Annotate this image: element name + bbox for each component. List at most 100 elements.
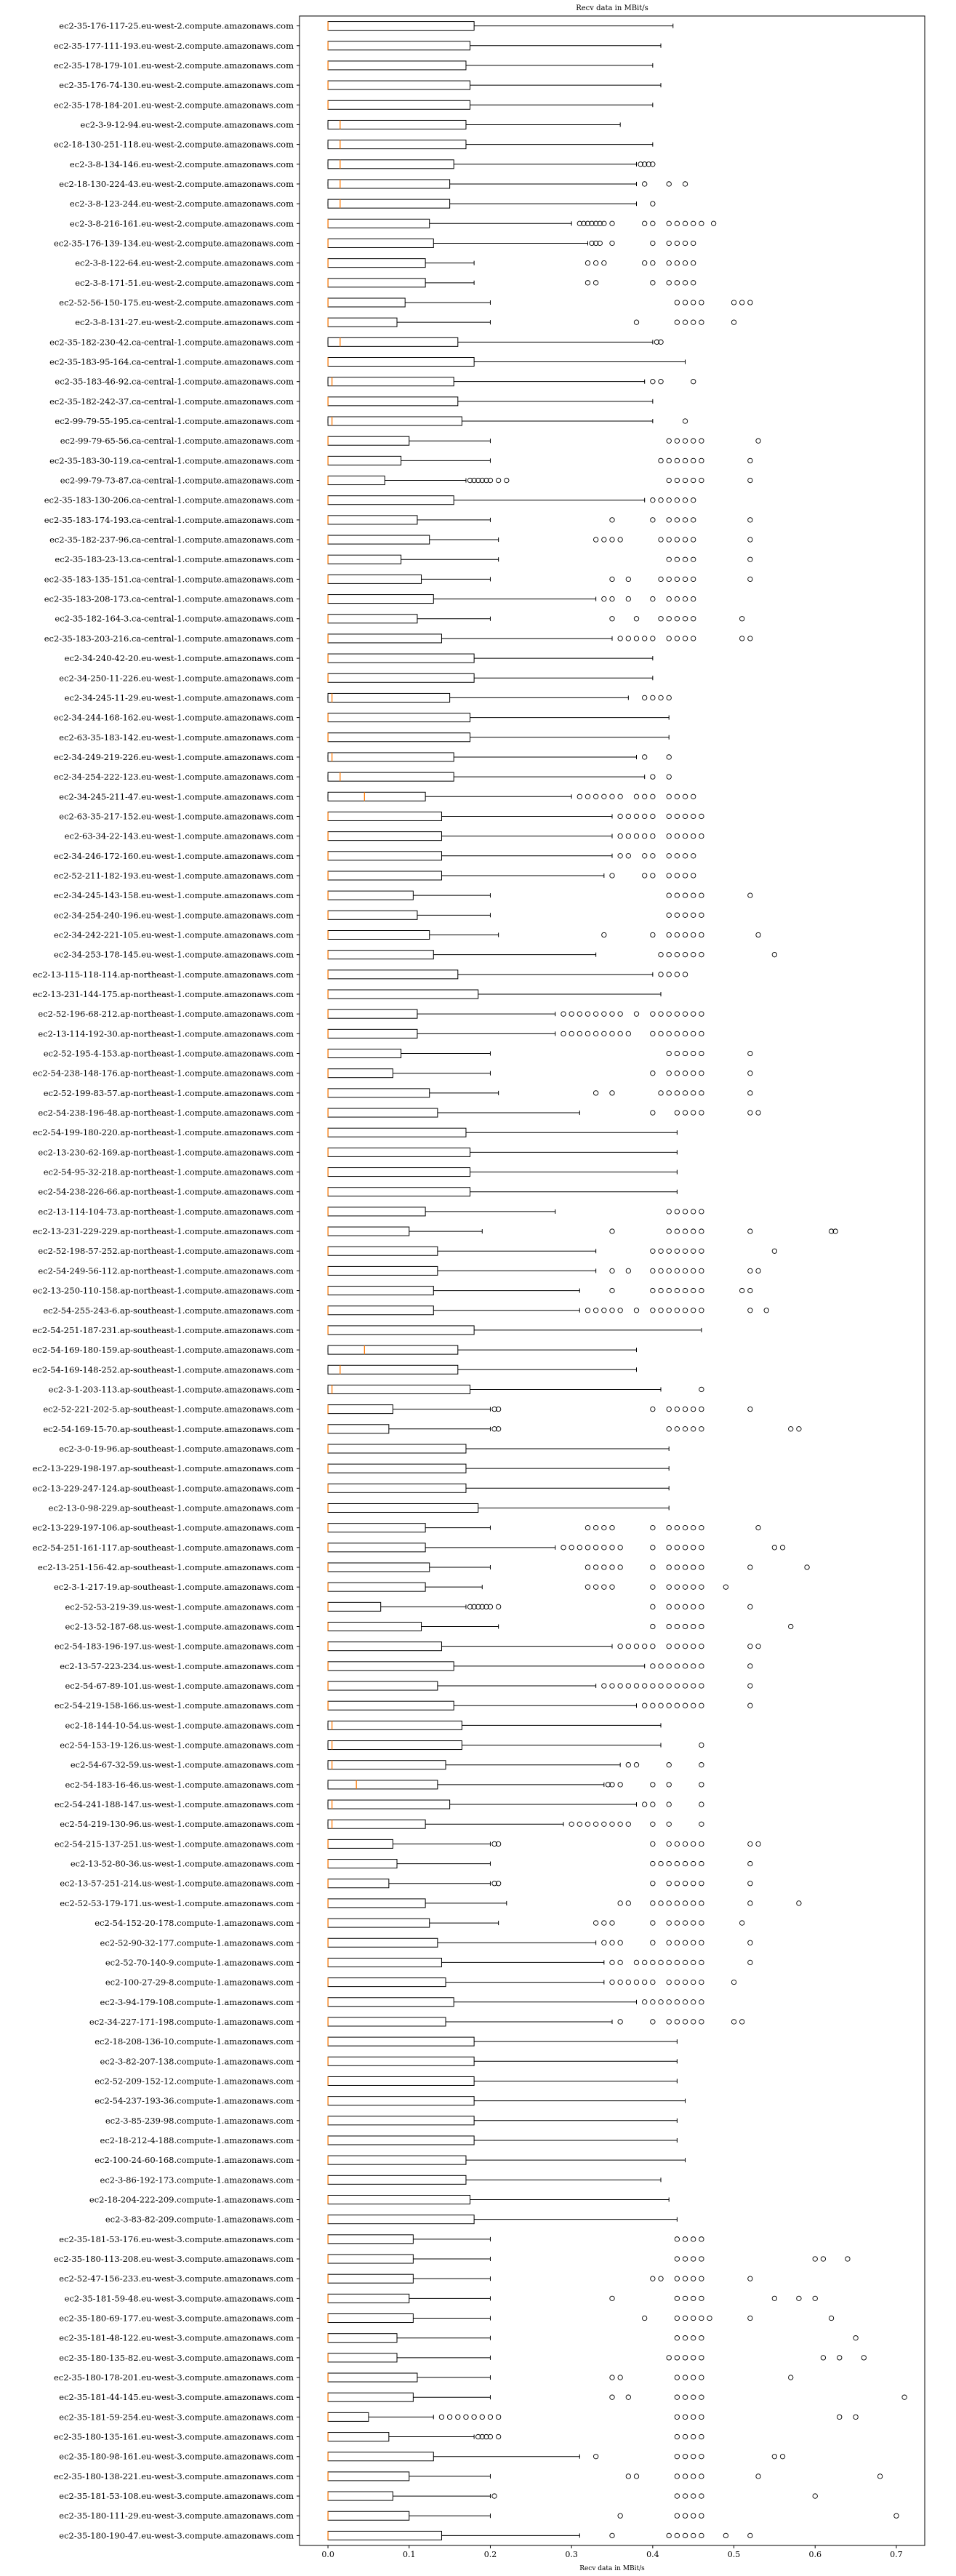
outlier-point — [691, 2493, 696, 2499]
outlier-point — [642, 636, 648, 641]
host-box — [327, 297, 753, 308]
outlier-point — [699, 892, 704, 898]
outlier-point — [691, 1228, 696, 1234]
outlier-point — [666, 181, 672, 187]
y-tick-label: ec2-52-70-140-9.compute-1.amazonaws.com — [105, 1957, 294, 1967]
outlier-point — [666, 912, 672, 918]
outlier-point — [617, 853, 623, 859]
outlier-point — [601, 537, 607, 543]
outlier-point — [771, 1248, 778, 1254]
outlier-point — [691, 636, 696, 641]
outlier-point — [699, 1821, 704, 1827]
outlier-point — [625, 596, 631, 602]
host-box — [327, 179, 688, 189]
outlier-point — [682, 1011, 688, 1017]
outlier-point — [585, 1524, 591, 1531]
outlier-point — [666, 1545, 672, 1551]
host-box — [327, 1997, 704, 2007]
y-tick-label: ec2-35-176-139-134.eu-west-2.compute.ama… — [54, 238, 294, 248]
outlier-point — [682, 477, 688, 484]
outlier-point — [633, 2473, 640, 2479]
outlier-point — [682, 616, 688, 622]
y-tick-label: ec2-35-183-23-13.ca-central-1.compute.am… — [55, 554, 294, 564]
outlier-point — [650, 1999, 656, 2005]
outlier-point — [658, 1703, 664, 1708]
outlier-point — [609, 1979, 615, 1985]
host-box — [327, 692, 672, 703]
outlier-point — [691, 517, 696, 523]
outlier-point — [682, 813, 688, 820]
outlier-point — [691, 1110, 696, 1116]
outlier-point — [577, 1011, 582, 1017]
outlier-point — [561, 1031, 566, 1037]
outlier-point — [691, 438, 696, 444]
outlier-point — [861, 2355, 867, 2361]
outlier-point — [666, 1584, 672, 1590]
y-tick-label: ec2-13-115-118-114.ap-northeast-1.comput… — [33, 969, 294, 980]
outlier-point — [691, 2276, 696, 2281]
host-box — [327, 713, 670, 723]
outlier-point — [666, 873, 672, 879]
outlier-point — [699, 1604, 704, 1609]
outlier-point — [853, 2335, 859, 2341]
host-box — [327, 1305, 769, 1316]
y-tick-label: ec2-34-227-171-198.compute-1.amazonaws.c… — [89, 2017, 294, 2027]
outlier-point — [674, 833, 680, 839]
outlier-point — [691, 497, 696, 503]
outlier-point — [674, 477, 680, 484]
outlier-point — [699, 1762, 704, 1768]
outlier-point — [747, 2532, 753, 2539]
iqr-box — [327, 1049, 402, 1059]
outlier-point — [771, 2454, 778, 2460]
outlier-point — [832, 1228, 838, 1234]
host-box — [327, 1088, 753, 1098]
outlier-point — [682, 438, 688, 444]
outlier-point — [666, 1050, 672, 1057]
y-tick-label: ec2-35-180-138-221.eu-west-3.compute.ama… — [54, 2471, 294, 2481]
iqr-box — [327, 1859, 398, 1869]
outlier-point — [674, 240, 680, 247]
outlier-point — [650, 1821, 656, 1827]
outlier-point — [674, 2355, 680, 2361]
host-box — [327, 2135, 678, 2145]
outlier-point — [597, 240, 603, 247]
outlier-point — [691, 616, 696, 622]
outlier-point — [569, 1545, 574, 1551]
outlier-point — [625, 1821, 631, 1827]
iqr-box — [327, 713, 471, 723]
outlier-point — [609, 1584, 615, 1590]
y-tick-label: ec2-54-67-32-59.us-west-1.compute.amazon… — [71, 1760, 294, 1770]
host-box — [327, 2254, 851, 2264]
x-axis-label: Recv data in MBit/s — [579, 2565, 645, 2572]
y-tick-label: ec2-13-229-247-124.ap-southeast-1.comput… — [33, 1483, 294, 1493]
outlier-point — [699, 1742, 704, 1748]
outlier-point — [601, 932, 607, 938]
outlier-point — [674, 2454, 680, 2460]
outlier-point — [674, 2414, 680, 2420]
outlier-point — [682, 1071, 688, 1076]
outlier-point — [593, 1090, 599, 1096]
outlier-point — [650, 853, 656, 859]
outlier-point — [812, 2493, 818, 2499]
y-tick-label: ec2-13-57-223-234.us-west-1.compute.amaz… — [60, 1661, 294, 1671]
outlier-point — [479, 2433, 485, 2440]
outlier-point — [625, 2473, 631, 2479]
y-tick-label: ec2-63-34-22-143.eu-west-1.compute.amazo… — [65, 831, 294, 841]
host-box — [327, 2412, 859, 2422]
outlier-point — [650, 873, 656, 879]
outlier-point — [495, 1604, 502, 1609]
outlier-point — [691, 240, 696, 247]
y-tick-label: ec2-3-8-122-64.eu-west-2.compute.amazona… — [75, 258, 294, 268]
host-box — [327, 1286, 753, 1296]
outlier-point — [691, 2375, 696, 2380]
iqr-box — [327, 2530, 442, 2540]
outlier-point — [691, 537, 696, 543]
outlier-point — [658, 1031, 664, 1037]
outlier-point — [601, 1584, 607, 1590]
outlier-point — [658, 1999, 664, 2005]
outlier-point — [682, 932, 688, 938]
y-tick-label: ec2-54-255-243-6.ap-southeast-1.compute.… — [43, 1305, 294, 1316]
outlier-point — [625, 1644, 631, 1649]
outlier-point — [666, 636, 672, 641]
outlier-point — [691, 596, 696, 602]
